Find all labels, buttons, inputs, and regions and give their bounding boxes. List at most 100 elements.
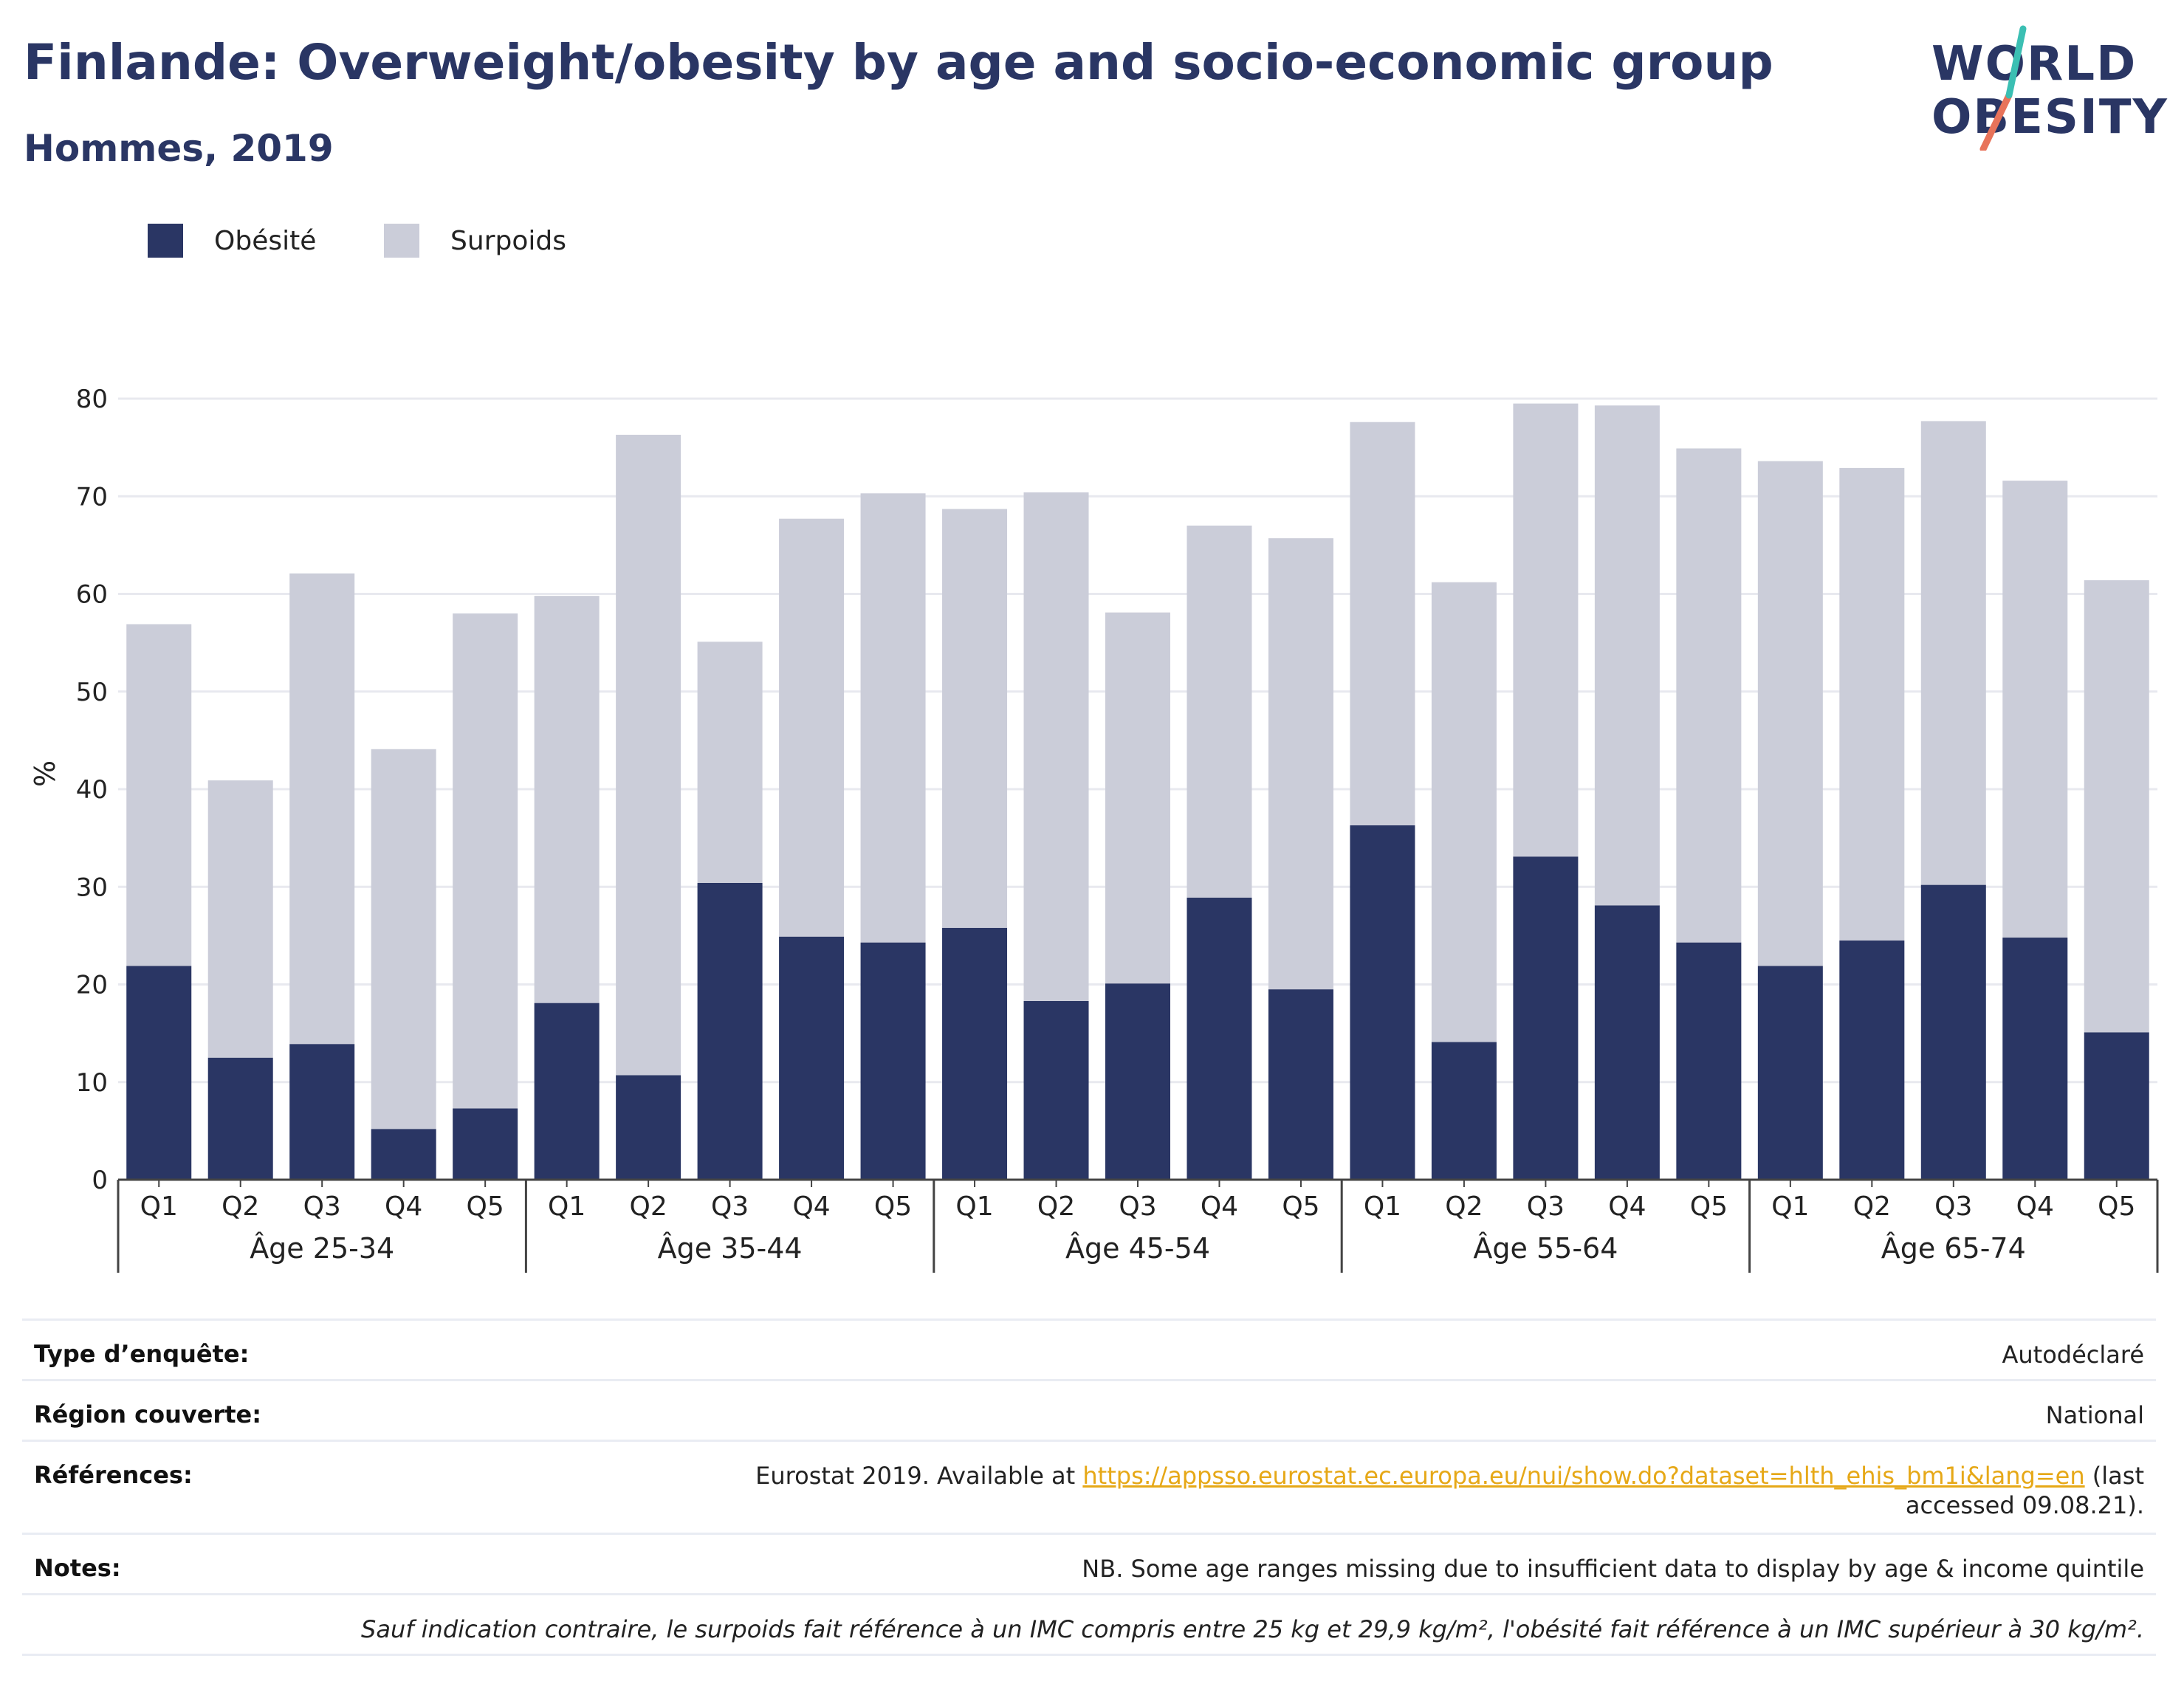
bar-obesity <box>697 882 763 1180</box>
bar-obesity <box>207 1057 273 1180</box>
region-label: Région couverte: <box>34 1400 261 1428</box>
bar-obesity <box>860 942 926 1180</box>
info-row-definition: Sauf indication contraire, le surpoids f… <box>22 1593 2156 1654</box>
bar-overweight <box>453 613 518 1109</box>
x-tick-label: Q2 <box>1853 1192 1891 1222</box>
references-label: Références: <box>34 1461 193 1489</box>
bar-overweight <box>1105 612 1170 984</box>
logo-text-obesity: OBESITY <box>1931 90 2168 145</box>
definition-note: Sauf indication contraire, le surpoids f… <box>361 1615 2144 1643</box>
logo-slash-icon <box>1979 25 2027 151</box>
x-tick-label: Q5 <box>1282 1192 1319 1222</box>
x-tick-label: Q5 <box>467 1192 504 1222</box>
x-tick-label: Q1 <box>140 1192 178 1222</box>
x-tick-label: Q4 <box>1201 1192 1238 1222</box>
bar-obesity <box>1268 989 1333 1180</box>
bar-obesity <box>1839 940 1905 1180</box>
info-row-survey-type: Type d’enquête: Autodéclaré <box>22 1318 2156 1379</box>
logo-text-world: WORLD <box>1931 37 2137 92</box>
info-row-references: Références: Eurostat 2019. Available at … <box>22 1440 2156 1533</box>
bar-obesity <box>371 1129 436 1180</box>
bar-obesity <box>616 1075 681 1180</box>
bar-overweight <box>779 518 845 937</box>
bar-overweight <box>2002 481 2068 938</box>
bar-overweight <box>1594 405 1660 906</box>
x-tick-label: Q2 <box>222 1192 259 1222</box>
x-tick-label: Q3 <box>1527 1192 1565 1222</box>
y-tick-label: 20 <box>76 971 108 1000</box>
references-link[interactable]: https://appsso.eurostat.ec.europa.eu/nui… <box>1082 1462 2085 1490</box>
bar-overweight <box>1268 538 1333 990</box>
bar-overweight <box>1920 421 1986 885</box>
survey-type-value: Autodéclaré <box>2002 1341 2144 1369</box>
bar-obesity <box>1431 1042 1497 1180</box>
bar-obesity <box>1757 966 1823 1180</box>
region-value: National <box>2045 1401 2144 1429</box>
bar-obesity <box>126 966 192 1180</box>
bar-obesity <box>1187 897 1252 1180</box>
bar-obesity <box>779 936 845 1180</box>
bar-overweight <box>1187 525 1252 898</box>
x-tick-label: Q2 <box>1037 1192 1075 1222</box>
x-tick-label: Q5 <box>1690 1192 1728 1222</box>
legend-label-overweight: Surpoids <box>450 225 566 256</box>
survey-type-label: Type d’enquête: <box>34 1340 250 1368</box>
bar-overweight <box>1676 448 1742 943</box>
x-tick-label: Q2 <box>1445 1192 1483 1222</box>
bar-obesity <box>1023 1000 1089 1180</box>
group-label: Âge 45-54 <box>1065 1232 1210 1265</box>
bar-obesity <box>942 927 1008 1180</box>
bar-overweight <box>1431 582 1497 1042</box>
y-tick-label: 70 <box>76 482 108 512</box>
x-tick-label: Q3 <box>711 1192 749 1222</box>
legend-item-obesity[interactable]: Obésité <box>148 221 316 260</box>
group-label: Âge 25-34 <box>250 1232 394 1265</box>
bar-overweight <box>697 642 763 883</box>
bar-obesity <box>1594 905 1660 1180</box>
bar-obesity <box>2002 938 2068 1180</box>
bar-obesity <box>2084 1032 2149 1180</box>
y-axis-label: % <box>29 760 61 787</box>
chart-subtitle: Hommes, 2019 <box>24 127 334 170</box>
bar-obesity <box>1105 983 1170 1180</box>
bar-overweight <box>1757 461 1823 966</box>
group-label: Âge 35-44 <box>658 1232 803 1265</box>
bar-overweight <box>616 434 681 1076</box>
bar-overweight <box>1350 422 1415 825</box>
x-tick-label: Q3 <box>1119 1192 1156 1222</box>
y-tick-label: 60 <box>76 580 108 610</box>
bar-overweight <box>126 624 192 966</box>
info-row-notes: Notes: NB. Some age ranges missing due t… <box>22 1533 2156 1593</box>
legend-item-overweight[interactable]: Surpoids <box>384 221 566 260</box>
x-tick-label: Q5 <box>874 1192 912 1222</box>
bar-obesity <box>534 1003 600 1180</box>
x-tick-label: Q1 <box>1771 1192 1809 1222</box>
x-tick-label: Q4 <box>1608 1192 1646 1222</box>
group-label: Âge 65-74 <box>1881 1232 2026 1265</box>
bar-overweight <box>534 596 600 1003</box>
bar-overweight <box>289 573 355 1045</box>
info-table: Type d’enquête: Autodéclaré Région couve… <box>22 1318 2156 1656</box>
references-value: Eurostat 2019. Available at https://apps… <box>667 1461 2144 1520</box>
bar-obesity <box>1513 856 1579 1180</box>
bar-overweight <box>371 749 436 1130</box>
x-tick-label: Q4 <box>2016 1192 2054 1222</box>
chart-title: Finlande: Overweight/obesity by age and … <box>24 34 1773 91</box>
y-tick-label: 30 <box>76 873 108 902</box>
x-tick-label: Q2 <box>629 1192 667 1222</box>
group-label: Âge 55-64 <box>1473 1232 1618 1265</box>
notes-label: Notes: <box>34 1554 121 1582</box>
info-row-region: Région couverte: National <box>22 1379 2156 1440</box>
y-tick-label: 10 <box>76 1068 108 1098</box>
bar-overweight <box>1023 492 1089 1001</box>
bar-obesity <box>1920 884 1986 1180</box>
bar-overweight <box>942 509 1008 928</box>
bar-obesity <box>1676 942 1742 1180</box>
bar-chart: 0 10 20 30 40 50 60 70 80% Q1 Q2 Q3 Q4 Q5 Q1 Q2 Q3 Q4 Q5 Q1… <box>29 385 2159 1273</box>
y-tick-label: 0 <box>92 1166 108 1195</box>
notes-value: NB. Some age ranges missing due to insuf… <box>1082 1555 2144 1583</box>
bar-obesity <box>1350 825 1415 1180</box>
legend-swatch-obesity <box>148 224 183 258</box>
x-tick-label: Q4 <box>792 1192 830 1222</box>
bar-obesity <box>289 1044 355 1180</box>
